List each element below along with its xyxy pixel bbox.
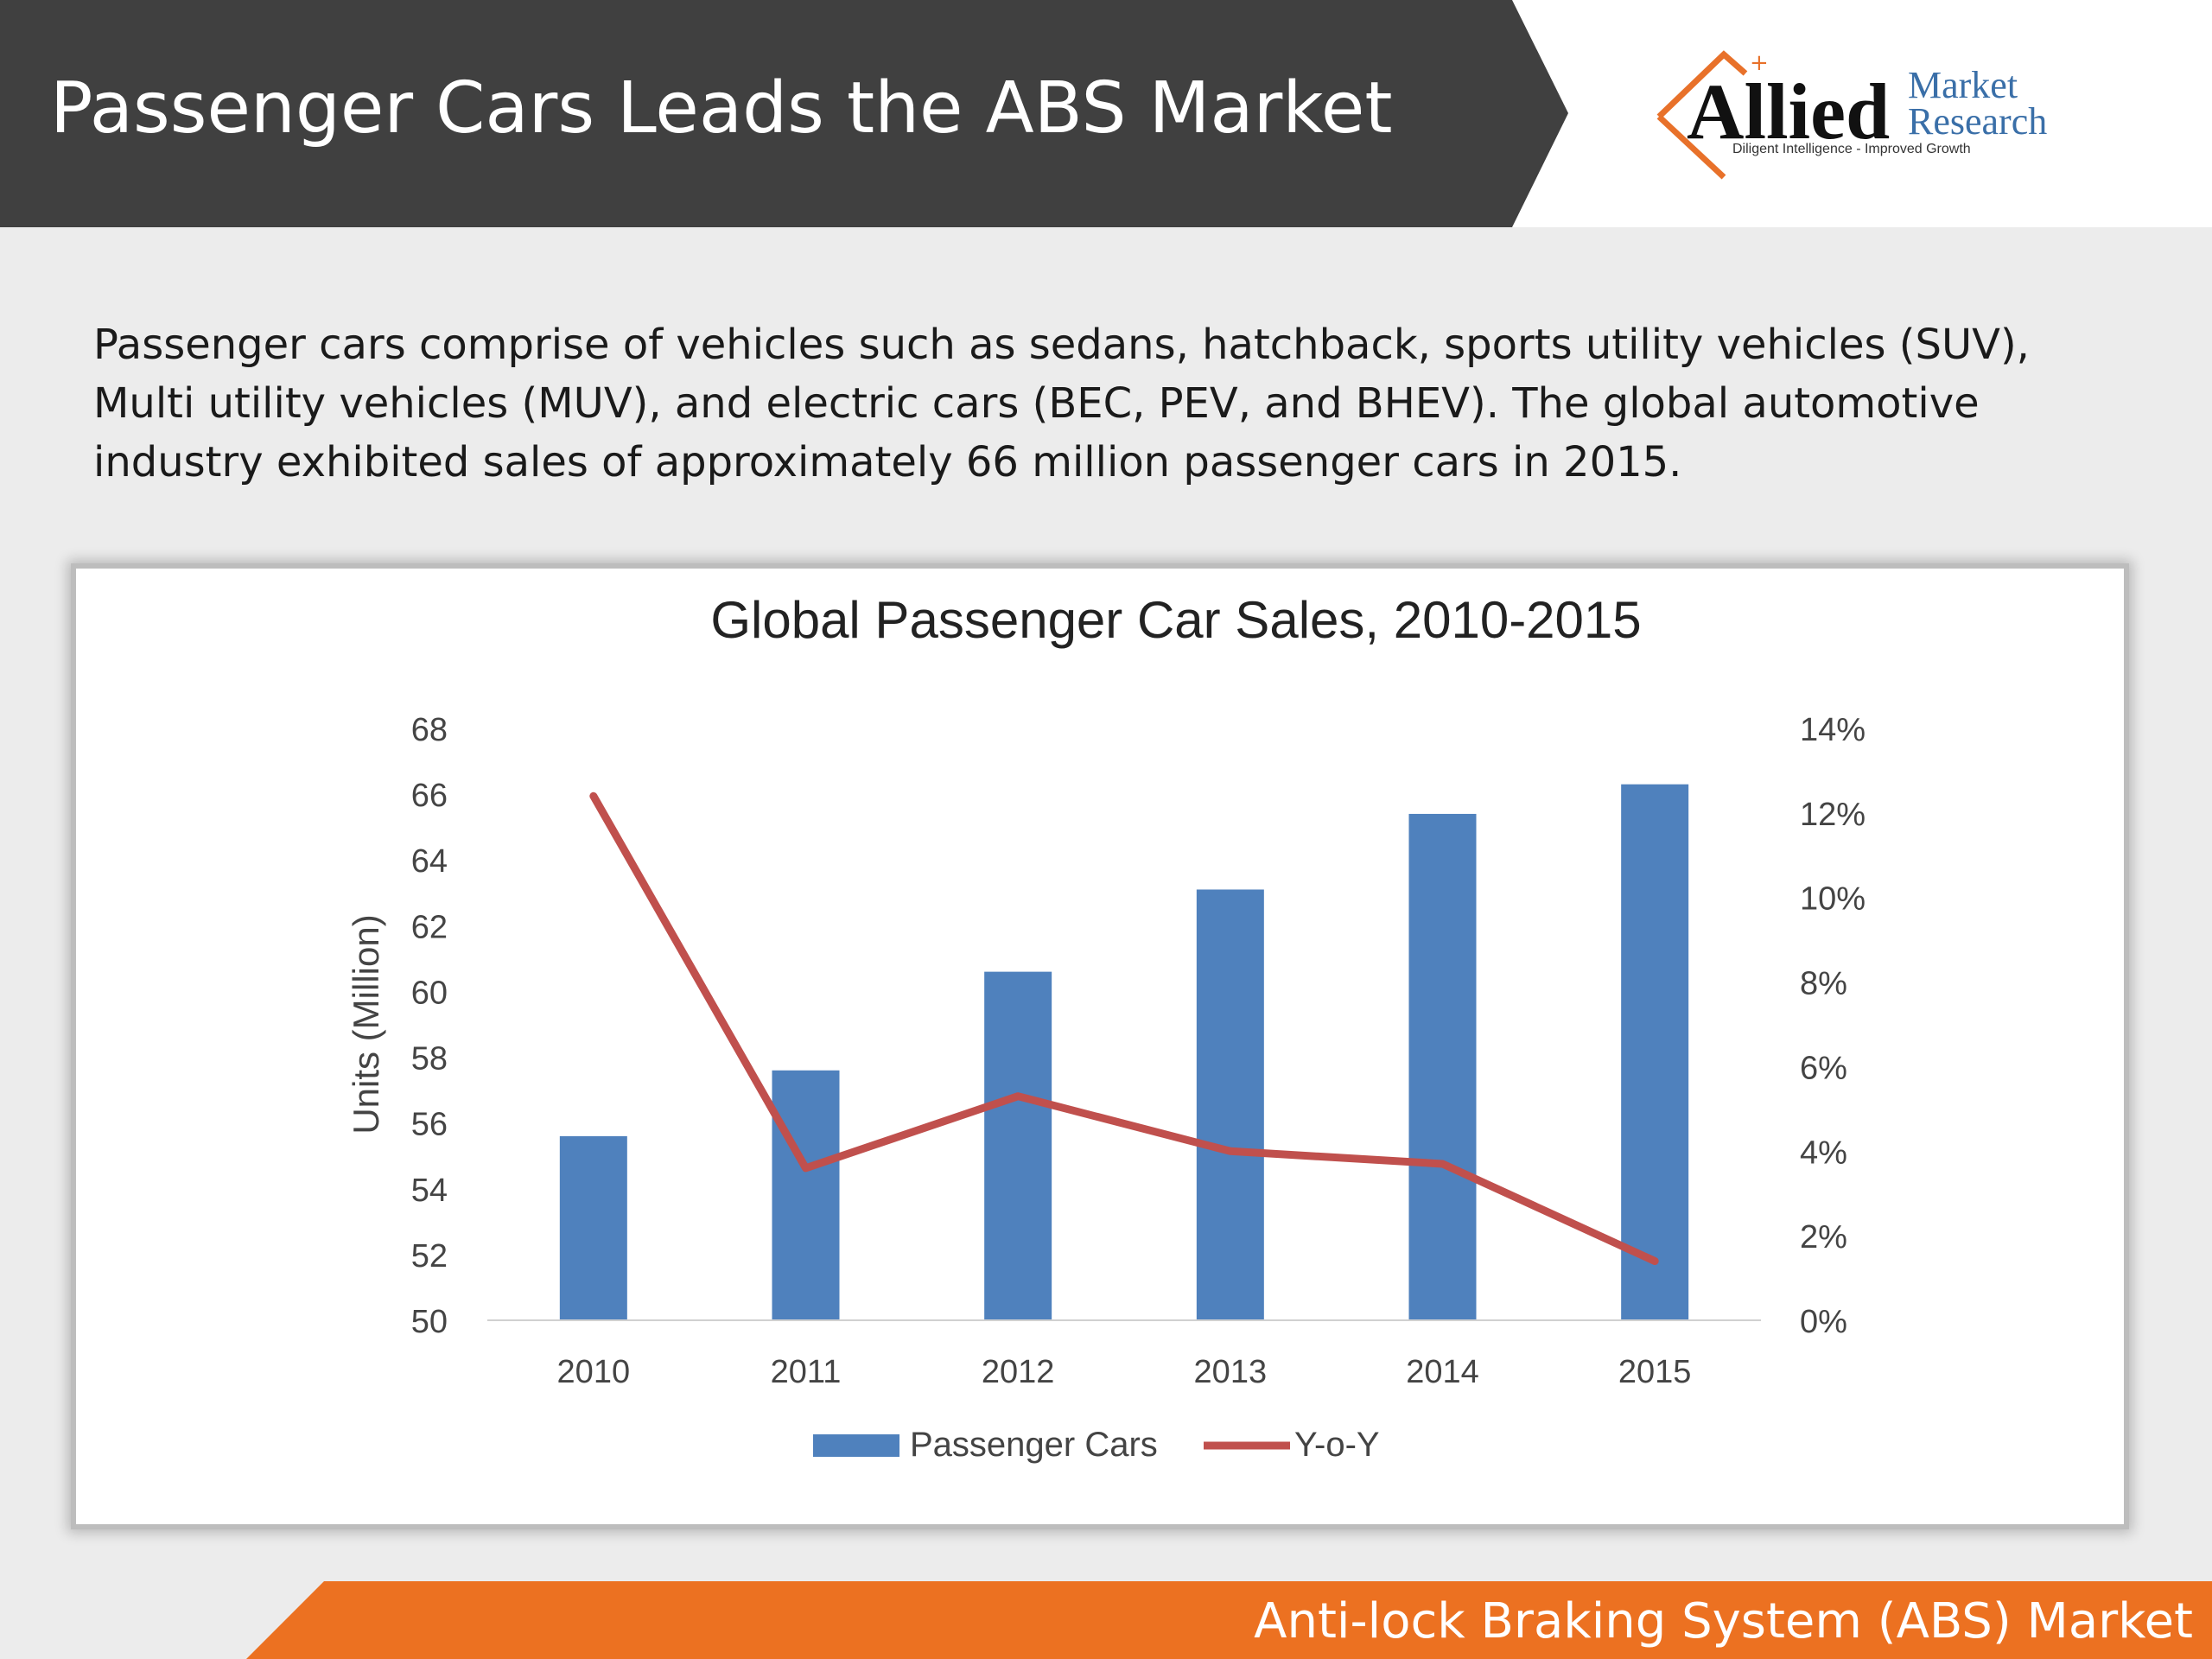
yoy-line <box>589 791 1659 1265</box>
y-tick-label: 52 <box>411 1238 448 1274</box>
y-tick-label: 68 <box>411 712 448 748</box>
y2-tick-label: 12% <box>1800 797 1866 833</box>
y2-tick-label: 10% <box>1800 881 1866 918</box>
chart-card: Global Passenger Car Sales, 2010-2015 50 5… <box>71 563 2129 1529</box>
bar-2010 <box>559 1135 627 1320</box>
x-tick-label: 2014 <box>1406 1354 1479 1390</box>
legend-label-passenger-cars: Passenger Cars <box>910 1426 1158 1464</box>
bar-2015 <box>1621 784 1689 1320</box>
page-title: Passenger Cars Leads the ABS Market <box>50 67 1393 149</box>
y-tick-label: 56 <box>411 1107 448 1143</box>
bar-2013 <box>1196 889 1264 1320</box>
chart-title: Global Passenger Car Sales, 2010-2015 <box>710 591 1641 649</box>
logo-tagline: Diligent Intelligence - Improved Growth <box>1732 142 1971 156</box>
y-tick-label: 64 <box>411 843 448 880</box>
x-tick-label: 2010 <box>557 1354 631 1390</box>
y-tick-label: 58 <box>411 1041 448 1077</box>
y2-tick-label: 4% <box>1800 1135 1847 1171</box>
y2-tick-label: 0% <box>1800 1304 1847 1340</box>
header-banner <box>0 0 1568 227</box>
logo-diamond-icon <box>1656 50 1748 119</box>
logo-line2: Research <box>1908 100 2047 143</box>
y-tick-label: 66 <box>411 778 448 814</box>
intro-paragraph: Passenger cars comprise of vehicles such… <box>93 321 2030 486</box>
logo-word: Allied <box>1687 67 1890 156</box>
y-tick-label: 60 <box>411 975 448 1011</box>
footer-title: Anti-lock Braking System (ABS) Market <box>1254 1593 2193 1649</box>
legend-label-yoy: Y-o-Y <box>1294 1426 1380 1464</box>
x-tick-label: 2015 <box>1618 1354 1692 1390</box>
y2-tick-label: 14% <box>1800 712 1866 748</box>
y2-tick-label: 2% <box>1800 1219 1847 1255</box>
y-tick-label: 54 <box>411 1173 448 1209</box>
bar-2011 <box>772 1070 840 1320</box>
logo-line1: Market <box>1908 64 2018 106</box>
y-tick-label: 62 <box>411 909 448 945</box>
x-tick-label: 2011 <box>771 1354 842 1390</box>
x-tick-label: 2013 <box>1194 1354 1268 1390</box>
bar-2014 <box>1408 813 1477 1320</box>
y-tick-label: 50 <box>411 1304 448 1340</box>
footer-banner <box>246 1581 2212 1659</box>
x-tick-label: 2012 <box>982 1354 1055 1390</box>
y2-tick-label: 6% <box>1800 1050 1847 1086</box>
y2-tick-label: 8% <box>1800 966 1847 1002</box>
y-axis-label: Units (Million) <box>346 914 386 1134</box>
bar-2012 <box>984 971 1052 1320</box>
footer: Anti-lock Braking System (ABS) Market <box>0 1581 2212 1659</box>
legend-swatch-passenger-cars <box>813 1434 899 1457</box>
logo-plus-icon: + <box>1750 50 1769 76</box>
chart: Global Passenger Car Sales, 2010-2015 50 5… <box>346 591 1866 1464</box>
allied-market-research-logo: + Allied Market Research Diligent Intell… <box>1656 50 2047 180</box>
